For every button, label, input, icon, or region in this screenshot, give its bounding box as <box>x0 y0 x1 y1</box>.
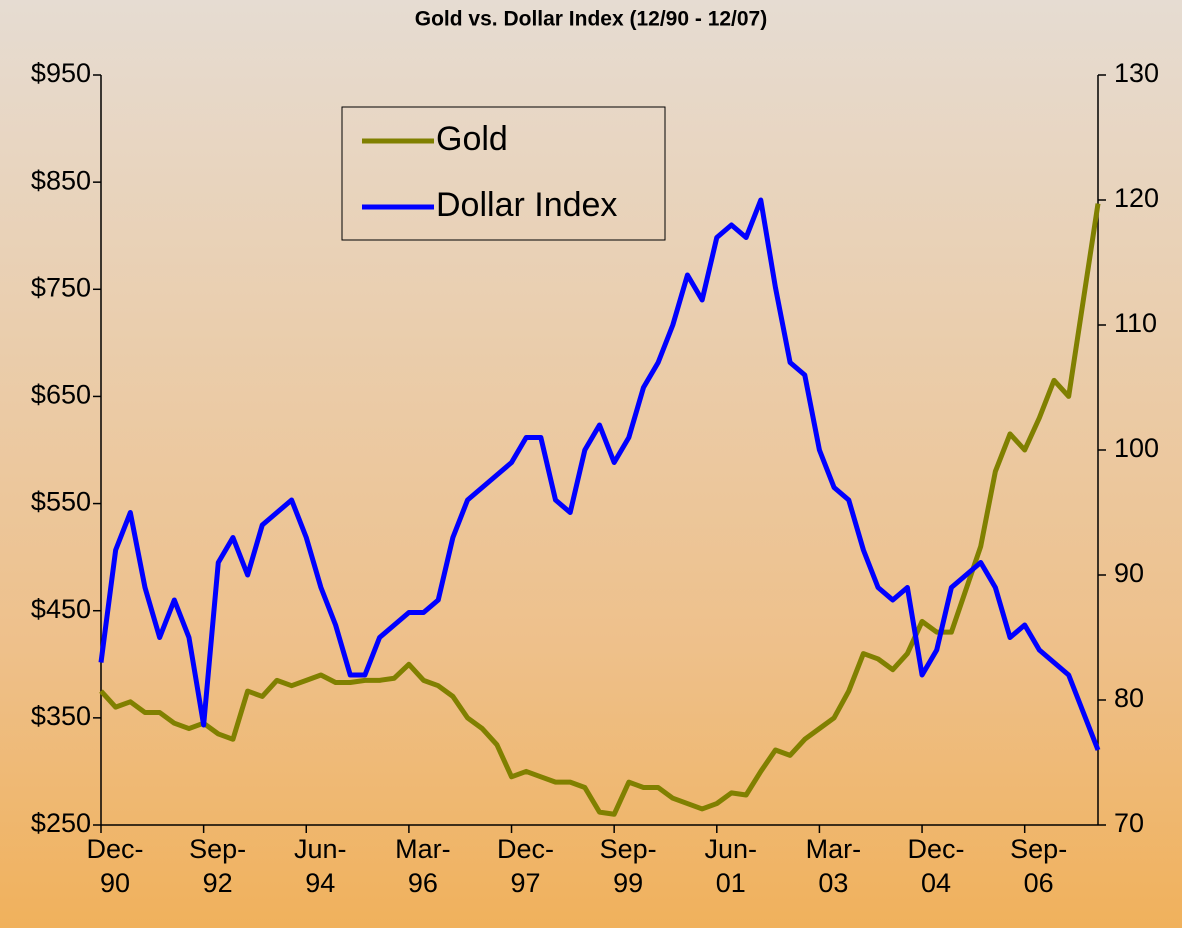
y2-tick-label: 100 <box>1114 433 1159 463</box>
y-tick-label: $550 <box>31 487 91 517</box>
x-tick-label: Dec- 04 <box>907 834 965 898</box>
x-tick-label: Sep- 06 <box>1010 834 1068 898</box>
y-tick-label: $850 <box>31 165 91 195</box>
legend-label: Dollar Index <box>436 186 617 224</box>
y-tick-label: $750 <box>31 272 91 302</box>
x-tick-label: Jun- 94 <box>293 834 347 898</box>
y2-tick-label: 110 <box>1114 308 1157 338</box>
y2-tick-label: 120 <box>1114 183 1159 213</box>
y2-tick-label: 90 <box>1114 558 1144 588</box>
x-tick-label: Dec- 90 <box>86 834 144 898</box>
series-line <box>99 203 1101 817</box>
y2-tick-label: 80 <box>1114 683 1144 713</box>
x-tick-label: Mar- 96 <box>395 834 451 898</box>
series-line <box>98 197 1101 751</box>
y-tick-label: $950 <box>31 58 91 88</box>
x-tick-label: Mar- 03 <box>805 834 862 898</box>
y2-tick-label: 130 <box>1114 58 1159 88</box>
x-tick-label: Dec- 97 <box>497 834 555 898</box>
y-tick-label: $350 <box>31 701 91 731</box>
legend-label: Gold <box>436 120 508 158</box>
chart-title: Gold vs. Dollar Index (12/90 - 12/07) <box>415 8 767 31</box>
y-tick-label: $650 <box>31 380 91 410</box>
x-tick-label: Sep- 99 <box>599 834 657 898</box>
x-tick-label: Sep- 92 <box>189 834 247 898</box>
y2-tick-label: 70 <box>1114 808 1144 838</box>
y-tick-label: $450 <box>31 594 91 624</box>
x-tick-label: Jun- 01 <box>704 834 758 898</box>
y-tick-label: $250 <box>31 808 91 838</box>
legend-box <box>341 106 666 241</box>
